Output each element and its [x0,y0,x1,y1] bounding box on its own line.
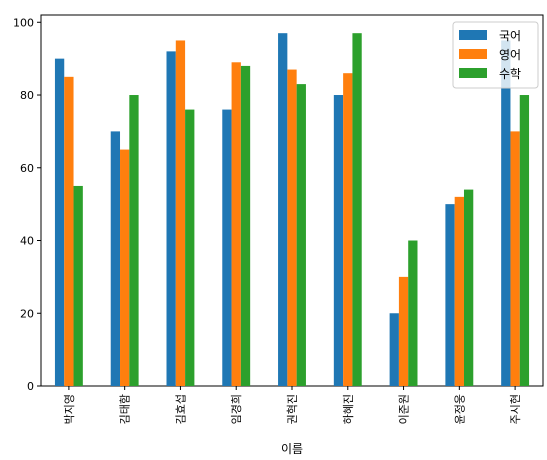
y-tick-label: 100 [13,16,34,29]
bar-수학-주시현 [519,95,530,387]
x-tick-label: 임경희 [230,394,243,424]
bar-수학-박지영 [73,185,83,386]
x-tick-label: 윤정웅 [453,394,466,424]
legend-swatch-국어 [459,30,487,40]
bar-국어-김효섭 [166,51,176,386]
bar-국어-김태함 [110,131,121,386]
legend-swatch-영어 [459,49,487,59]
y-tick-label: 20 [20,307,34,320]
bar-국어-주시현 [501,40,511,386]
bar-영어-임경희 [231,62,241,387]
x-tick-label: 김효섭 [174,394,187,424]
x-axis-label: 이름 [281,442,303,456]
legend-swatch-수학 [459,68,487,78]
x-tick-label: 주시현 [509,394,522,424]
bar-국어-이준원 [389,313,399,386]
x-tick-label: 하혜진 [341,394,355,424]
x-tick-label: 박지영 [63,394,76,424]
bar-수학-임경희 [240,65,251,386]
bar-수학-김효섭 [185,109,195,386]
y-tick-label: 40 [20,235,34,248]
legend-label: 국어 [499,29,521,43]
bar-영어-박지영 [64,76,74,386]
x-tick-label: 김태함 [119,394,132,424]
legend-label: 영어 [499,48,521,62]
bar-국어-박지영 [54,58,65,386]
bar-국어-임경희 [222,109,232,386]
bar-수학-이준원 [408,240,418,386]
bar-영어-윤정웅 [454,196,464,386]
y-tick-label: 80 [20,89,34,102]
bar-수학-하혜진 [352,33,362,386]
x-tick-label: 이준원 [398,394,411,424]
y-tick-label: 0 [27,380,34,393]
legend-label: 수학 [499,67,521,81]
bars [54,33,530,387]
bar-영어-하혜진 [343,73,353,386]
bar-영어-김태함 [120,149,130,386]
bar-영어-이준원 [398,276,409,386]
bar-수학-윤정웅 [463,189,474,386]
y-axis: 0 20 40 60 80 100 [13,16,41,393]
x-tick-label: 권혁진 [286,394,299,424]
x-axis: 박지영 김태함 김효섭 임경희 권혁진 하혜진 이준원 윤정웅 주시현 [63,386,522,424]
bar-국어-권혁진 [278,33,288,386]
bar-국어-윤정웅 [445,204,455,386]
bar-영어-주시현 [510,131,520,386]
y-tick-label: 60 [20,162,34,175]
bar-수학-김태함 [129,95,139,387]
bar-영어-김효섭 [175,40,186,386]
bar-영어-권혁진 [287,69,297,386]
bar-국어-하혜진 [333,95,344,387]
bar-수학-권혁진 [296,84,306,386]
